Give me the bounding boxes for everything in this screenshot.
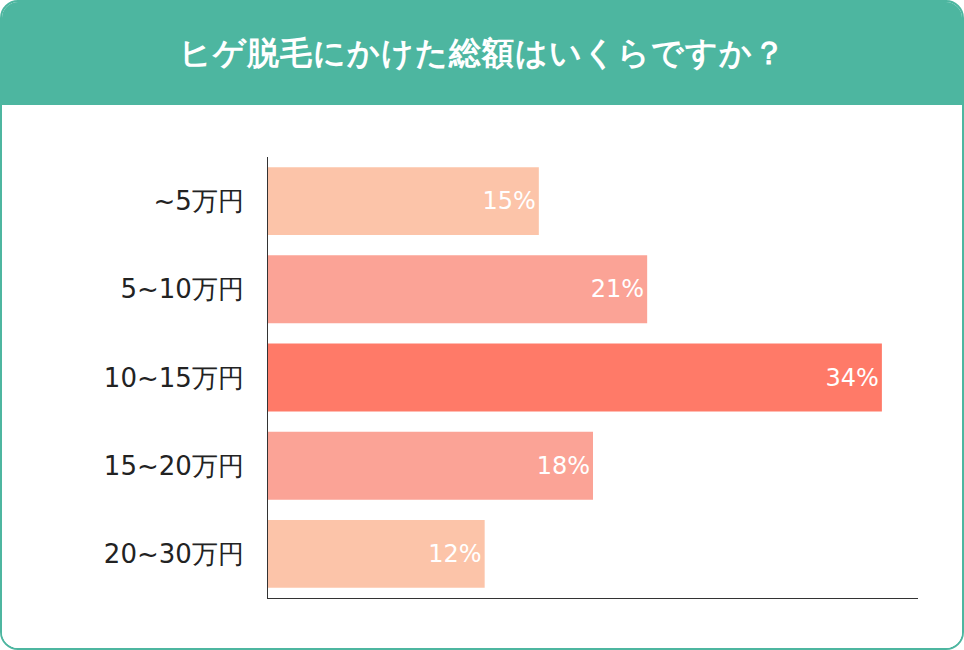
svg-text:~5万円: ~5万円 bbox=[153, 186, 243, 216]
svg-text:20~30万円: 20~30万円 bbox=[104, 539, 244, 569]
html-text:ヒゲ脱毛にかけた総額はいくらですか？: ヒゲ脱毛にかけた総額はいくらですか？ bbox=[178, 33, 786, 72]
svg-text:12%: 12% bbox=[428, 540, 481, 568]
svg-text:18%: 18% bbox=[537, 452, 590, 480]
svg-text:15%: 15% bbox=[482, 187, 535, 215]
svg-text:5~10万円: 5~10万円 bbox=[120, 274, 243, 304]
svg-text:34%: 34% bbox=[826, 364, 879, 392]
svg-text:21%: 21% bbox=[591, 275, 644, 303]
svg-text:15~20万円: 15~20万円 bbox=[104, 451, 244, 481]
svg-text:10~15万円: 10~15万円 bbox=[104, 363, 244, 393]
